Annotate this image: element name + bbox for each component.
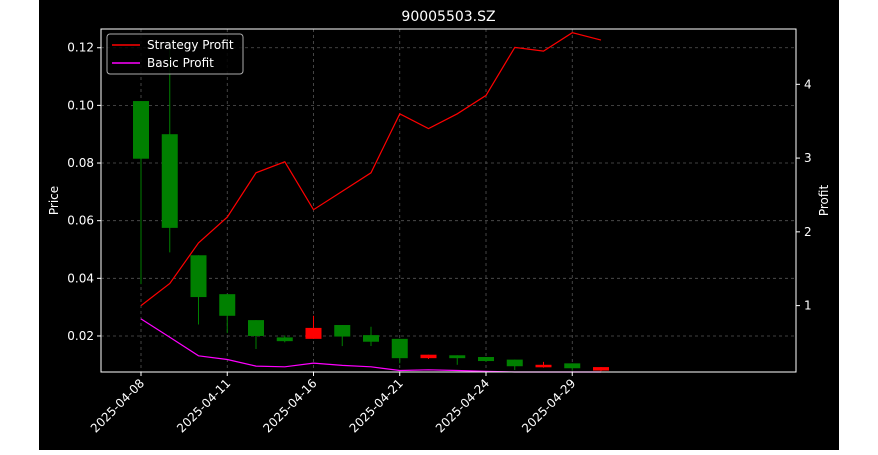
candle-body bbox=[593, 367, 609, 371]
candle-body bbox=[391, 338, 408, 359]
y-right-tick-label: 2 bbox=[804, 225, 812, 239]
strategy-profit-line bbox=[140, 32, 602, 307]
candle-body bbox=[334, 325, 351, 337]
candle-body bbox=[449, 355, 466, 359]
candle-body bbox=[305, 327, 322, 339]
candle-body bbox=[219, 294, 236, 316]
y-left-tick-label: 0.02 bbox=[67, 329, 94, 343]
legend: Strategy Profit Basic Profit bbox=[106, 33, 244, 75]
chart-figure: 90005503.SZ 0.02 0.04 0.06 0.08 0.10 0.12 1 2 3 4 2… bbox=[39, 0, 839, 450]
y-left-tick-label: 0.10 bbox=[67, 98, 94, 112]
y-left-tick-label: 0.06 bbox=[67, 214, 94, 228]
y-left-tick-label: 0.04 bbox=[67, 271, 94, 285]
y-right-tick-label: 4 bbox=[804, 77, 812, 91]
legend-box bbox=[106, 33, 244, 75]
plot-frame bbox=[100, 28, 797, 373]
candle-body bbox=[276, 337, 293, 342]
y-left-tick-label: 0.12 bbox=[67, 41, 94, 55]
candle-body bbox=[506, 359, 523, 367]
y-right-axis-label: Profit bbox=[817, 185, 831, 217]
x-tick-label: 2025-04-16 bbox=[260, 376, 319, 435]
chart-title: 90005503.SZ bbox=[401, 9, 495, 25]
candle-body bbox=[161, 134, 178, 228]
y-right-tick-label: 1 bbox=[804, 299, 812, 313]
legend-label: Strategy Profit bbox=[147, 38, 234, 52]
candle-body bbox=[190, 255, 207, 298]
x-tick-label: 2025-04-11 bbox=[174, 376, 233, 435]
candle-body bbox=[363, 335, 379, 342]
candle-body bbox=[420, 354, 437, 359]
x-tick-label: 2025-04-08 bbox=[88, 376, 147, 435]
y-left-axis-label: Price bbox=[47, 186, 61, 215]
candle-body bbox=[535, 364, 552, 368]
x-tick-label: 2025-04-29 bbox=[519, 376, 578, 435]
candle-body bbox=[133, 101, 149, 159]
x-tick-label: 2025-04-21 bbox=[347, 376, 406, 435]
candlestick-chart: 90005503.SZ 0.02 0.04 0.06 0.08 0.10 0.12 1 2 3 4 2… bbox=[47, 9, 831, 435]
y-right-tick-label: 3 bbox=[804, 151, 812, 165]
legend-label: Basic Profit bbox=[147, 56, 214, 70]
candle-body bbox=[564, 363, 581, 369]
x-tick-label: 2025-04-24 bbox=[433, 376, 492, 435]
candle-body bbox=[478, 357, 494, 362]
candle-body bbox=[248, 320, 264, 336]
y-left-tick-label: 0.08 bbox=[67, 156, 94, 170]
